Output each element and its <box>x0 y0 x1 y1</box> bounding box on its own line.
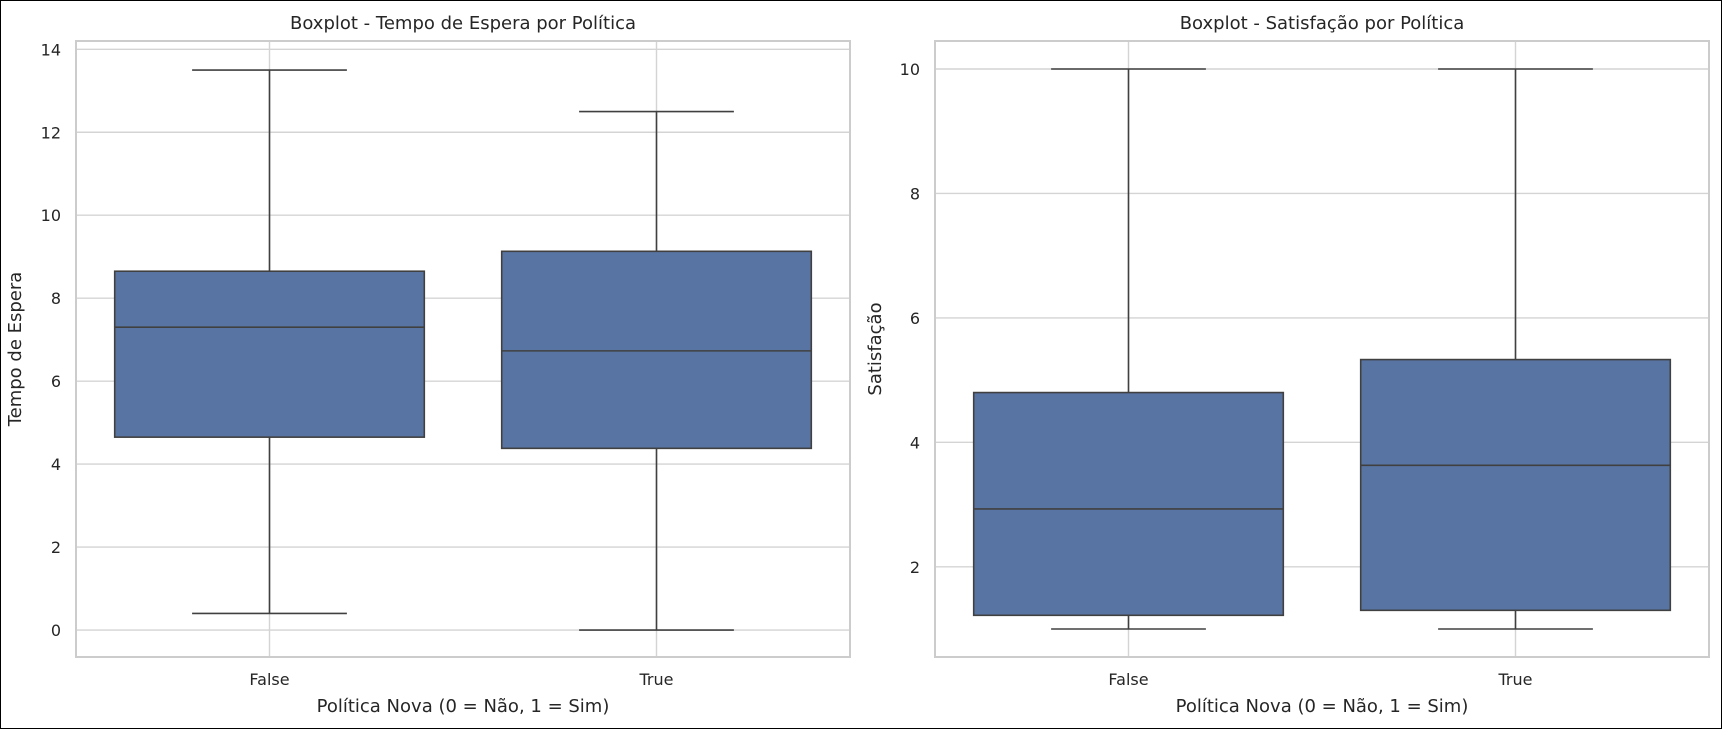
y-tick-label: 2 <box>910 558 920 577</box>
y-tick-label: 8 <box>51 289 61 308</box>
x-axis-label: Política Nova (0 = Não, 1 = Sim) <box>317 696 610 717</box>
chart-title: Boxplot - Tempo de Espera por Política <box>290 13 636 34</box>
y-tick-label: 4 <box>51 455 61 474</box>
x-tick-label: False <box>249 670 289 689</box>
y-tick-label: 8 <box>910 184 920 203</box>
y-axis-label: Tempo de Espera <box>5 272 26 428</box>
box-false <box>113 69 426 615</box>
y-tick-label: 6 <box>910 309 920 328</box>
chart-panel-1: 0 2 4 6 8 10 12 14 False True Boxplot - Tempo de E… <box>5 13 851 717</box>
y-tick-label: 4 <box>910 433 920 452</box>
x-axis-label: Política Nova (0 = Não, 1 = Sim) <box>1176 696 1469 717</box>
iqr-box <box>500 250 813 450</box>
y-tick-label: 10 <box>900 60 920 79</box>
box-false <box>972 68 1285 630</box>
x-tick-label: True <box>1498 670 1533 689</box>
iqr-box <box>1359 358 1672 612</box>
y-axis-label: Satisfação <box>865 302 886 395</box>
y-tick-label: 14 <box>41 40 61 59</box>
y-tick-label: 6 <box>51 372 61 391</box>
iqr-box <box>113 270 426 438</box>
plot-frame <box>934 40 1710 658</box>
chart-title: Boxplot - Satisfação por Política <box>1180 13 1465 34</box>
plot-frame <box>75 40 851 658</box>
x-tick-label: False <box>1108 670 1148 689</box>
box-true <box>500 110 813 631</box>
chart-panel-2: 2 4 6 8 10 False True Boxplot - Satisfação por … <box>865 13 1710 717</box>
y-tick-label: 2 <box>51 538 61 557</box>
x-tick-label: True <box>639 670 674 689</box>
y-tick-label: 0 <box>51 621 61 640</box>
box-true <box>1359 68 1672 630</box>
y-tick-label: 12 <box>41 123 61 142</box>
iqr-box <box>972 391 1285 617</box>
y-tick-label: 10 <box>41 206 61 225</box>
